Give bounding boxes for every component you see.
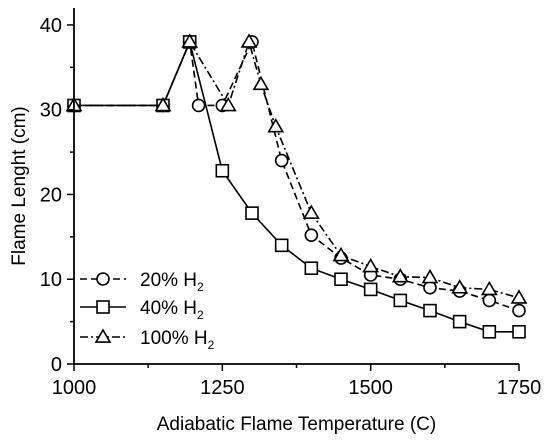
- data-point-triangle: [391, 268, 409, 283]
- legend-label-main: 40% H: [140, 298, 197, 319]
- y-tick-label: 30: [40, 100, 62, 122]
- data-point-triangle: [510, 289, 528, 304]
- legend-label-square: 40% H2: [140, 298, 204, 322]
- data-point-square: [334, 272, 348, 287]
- legend-marker-triangle: [94, 328, 112, 343]
- data-point-square: [304, 261, 319, 276]
- y-axis-ticks: 0 10 20 30 40: [40, 15, 74, 376]
- data-point-triangle: [181, 33, 199, 48]
- series-layer: [65, 33, 528, 339]
- legend-label-circle: 20% H2: [140, 270, 204, 294]
- data-point-triangle: [252, 75, 270, 91]
- data-point-circle: [304, 228, 319, 242]
- x-axis-title: Adiabatic Flame Temperature (C): [157, 414, 436, 435]
- data-point-triangle: [421, 268, 439, 284]
- y-axis-title: Flame Lenght (cm): [9, 106, 30, 265]
- legend-marker-circle: [96, 272, 110, 286]
- x-tick-label: 1500: [348, 377, 393, 399]
- legend-label-main: 20% H: [140, 270, 197, 291]
- legend-label-subscript: 2: [208, 338, 215, 352]
- data-point-square: [245, 206, 259, 220]
- y-tick-label: 20: [40, 184, 62, 206]
- legend-label-subscript: 2: [197, 280, 204, 294]
- data-point-triangle: [480, 280, 498, 296]
- data-point-square: [393, 293, 408, 308]
- data-point-square: [215, 163, 230, 178]
- data-point-circle: [512, 303, 526, 318]
- legend-label-main: 100% H: [140, 328, 208, 349]
- legend-item-circle: 20% H2: [80, 270, 204, 294]
- legend-marker-square: [96, 300, 110, 314]
- data-point-triangle: [240, 33, 258, 48]
- data-point-circle: [191, 98, 206, 113]
- data-point-triangle: [302, 204, 320, 219]
- data-point-square: [452, 314, 467, 329]
- data-point-triangle: [362, 257, 380, 273]
- data-point-triangle: [267, 118, 285, 133]
- series-triangle: [65, 33, 528, 304]
- data-point-square: [512, 324, 526, 339]
- y-tick-label: 40: [40, 15, 62, 37]
- data-point-triangle: [451, 279, 469, 294]
- x-axis-ticks: 1000 1250 1500 1750: [52, 364, 542, 399]
- data-point-triangle: [154, 96, 172, 112]
- data-point-circle: [423, 280, 437, 295]
- data-point-triangle: [332, 246, 350, 262]
- x-tick-label: 1750: [497, 377, 542, 399]
- data-point-square: [274, 238, 289, 253]
- data-point-square: [423, 303, 437, 318]
- data-point-triangle: [219, 96, 237, 112]
- legend-item-triangle: 100% H2: [80, 328, 215, 352]
- x-tick-label: 1250: [200, 377, 245, 399]
- legend-label-subscript: 2: [197, 308, 204, 322]
- data-point-square: [482, 324, 497, 339]
- data-point-circle: [274, 153, 289, 168]
- data-point-square: [363, 282, 378, 297]
- data-point-circle: [482, 293, 497, 308]
- y-tick-label: 0: [51, 354, 62, 376]
- legend-item-square: 40% H2: [80, 298, 204, 322]
- legend-label-triangle: 100% H2: [140, 328, 215, 352]
- x-tick-label: 1000: [52, 377, 97, 399]
- y-tick-label: 10: [40, 269, 62, 291]
